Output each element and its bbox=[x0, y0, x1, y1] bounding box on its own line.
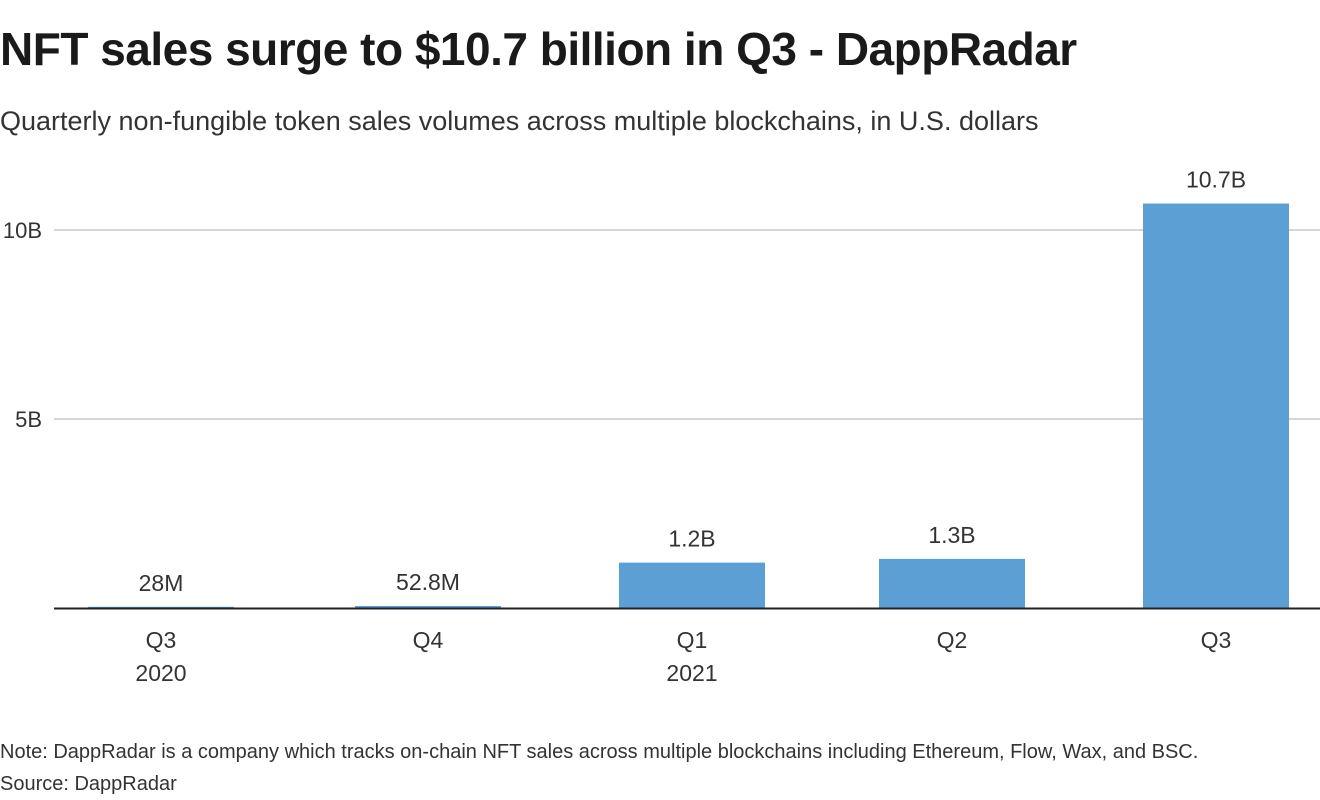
x-tick-label: Q3 bbox=[1201, 627, 1232, 653]
bar bbox=[355, 606, 501, 608]
gridlines bbox=[54, 229, 1320, 420]
x-tick-label: Q2 bbox=[937, 627, 968, 653]
axes: 5B 10B Q3 2020 Q4 Q1 2021 Q2 Q3 bbox=[3, 218, 1320, 686]
value-label: 52.8M bbox=[396, 569, 460, 595]
value-label: 28M bbox=[139, 570, 184, 596]
value-label: 1.2B bbox=[668, 526, 715, 552]
y-tick-label: 10B bbox=[3, 218, 42, 243]
source-line: Source: DappRadar bbox=[0, 773, 177, 795]
page-subtitle: Quarterly non-fungible token sales volum… bbox=[0, 106, 1039, 136]
bar bbox=[1143, 203, 1289, 608]
bar bbox=[619, 562, 765, 608]
labels: 28M 52.8M 1.2B 1.3B 10.7B bbox=[139, 167, 1246, 596]
bars bbox=[88, 203, 1289, 608]
x-tick-label: Q3 bbox=[146, 627, 177, 653]
bar bbox=[879, 558, 1025, 608]
x-year-label: 2021 bbox=[666, 660, 717, 686]
page-title: NFT sales surge to $10.7 billion in Q3 -… bbox=[0, 23, 1077, 75]
y-tick-label: 5B bbox=[15, 407, 42, 432]
value-label: 1.3B bbox=[928, 522, 975, 548]
x-year-label: 2020 bbox=[135, 660, 186, 686]
bar bbox=[88, 606, 234, 608]
x-tick-label: Q1 bbox=[677, 627, 708, 653]
value-label: 10.7B bbox=[1186, 167, 1246, 193]
chart-footer: Note: DappRadar is a company which track… bbox=[0, 736, 1198, 800]
x-tick-label: Q4 bbox=[413, 627, 444, 653]
footnote: Note: DappRadar is a company which track… bbox=[0, 741, 1199, 763]
bar-chart: 5B 10B Q3 2020 Q4 Q1 2021 Q2 Q3 28M 52.8M 1.2B 1.3B… bbox=[3, 167, 1320, 686]
